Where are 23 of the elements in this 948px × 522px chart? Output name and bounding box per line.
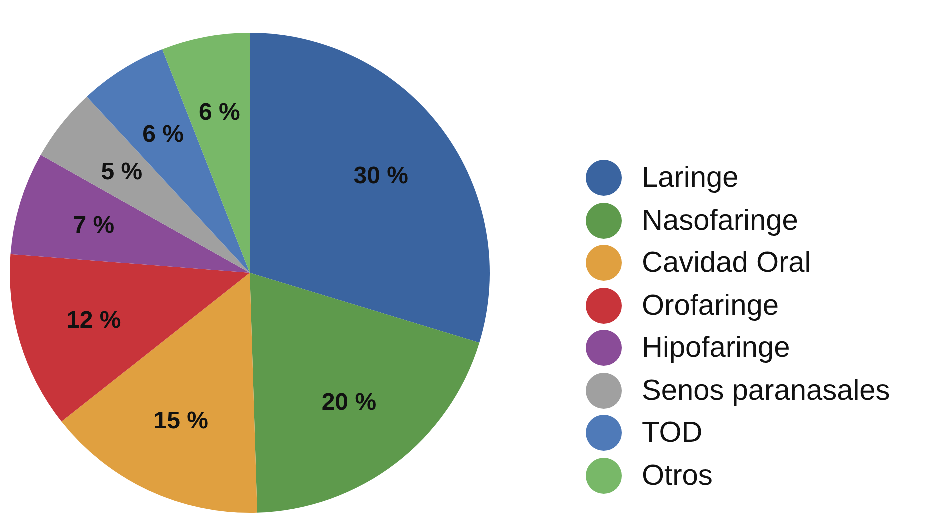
legend-label: Nasofaringe <box>642 204 798 238</box>
data-label: 6 % <box>199 99 240 126</box>
legend-label: Hipofaringe <box>642 331 790 366</box>
legend-label: Orofaringe <box>642 288 780 323</box>
data-label: 7 % <box>73 212 115 239</box>
pie-slice <box>250 33 490 343</box>
data-label: 12 % <box>66 307 122 334</box>
pie-slice <box>40 96 250 273</box>
pie-slice <box>162 33 250 273</box>
pie-slice <box>10 155 250 273</box>
legend-label: TOD <box>642 416 703 450</box>
data-label: 30 % <box>354 162 408 190</box>
legend-label: Otros <box>642 458 713 493</box>
data-label: 5 % <box>101 158 143 186</box>
pie-slice <box>250 273 480 513</box>
legend-label: Senos paranasales <box>642 374 890 408</box>
legend-label: Laringe <box>642 161 739 196</box>
data-label: 6 % <box>142 121 184 148</box>
data-label: 20 % <box>322 389 377 416</box>
data-label: 15 % <box>154 407 209 434</box>
pie-slice <box>62 273 258 513</box>
pie-slice <box>87 50 250 273</box>
legend-label: Cavidad Oral <box>642 246 812 280</box>
